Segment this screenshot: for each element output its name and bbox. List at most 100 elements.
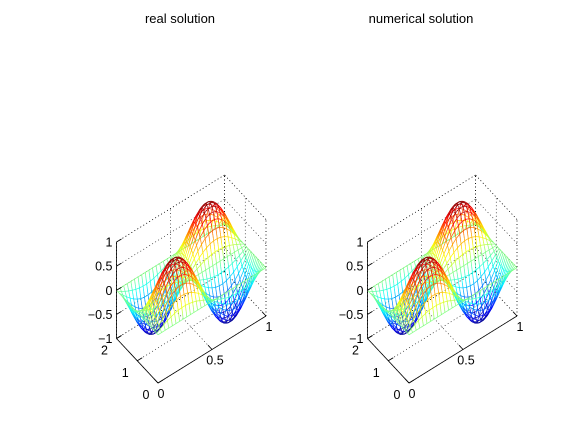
mesh-segment <box>149 292 152 294</box>
mesh-segment <box>226 267 228 269</box>
mesh-segment <box>242 297 245 300</box>
mesh-segment <box>228 306 230 309</box>
mesh-segment <box>231 317 234 320</box>
mesh-segment <box>229 312 232 315</box>
mesh-segment <box>199 223 201 225</box>
mesh-segment <box>196 216 198 219</box>
mesh-segment <box>188 234 191 238</box>
mesh-segment <box>161 268 164 271</box>
mesh-segment <box>236 300 238 302</box>
mesh-segment <box>228 276 231 278</box>
mesh-segment <box>238 262 241 265</box>
mesh-segment <box>195 235 198 239</box>
mesh-segment <box>173 288 176 290</box>
mesh-segment <box>218 318 221 320</box>
mesh-segment <box>223 212 225 214</box>
mesh-segment <box>197 212 200 215</box>
mesh-segment <box>239 307 242 310</box>
mesh-segment <box>227 278 229 280</box>
mesh-segment <box>181 285 183 288</box>
mesh-segment <box>247 281 250 285</box>
mesh-segment <box>130 303 132 305</box>
mesh-segment <box>161 324 164 327</box>
mesh-segment <box>231 318 234 321</box>
mesh-segment <box>198 237 201 240</box>
mesh-segment <box>225 222 228 224</box>
mesh-segment <box>235 314 237 316</box>
mesh-segment <box>154 324 156 327</box>
mesh-segment <box>191 238 194 242</box>
mesh-segment <box>250 284 252 286</box>
mesh-segment <box>164 265 166 268</box>
mesh-segment <box>232 228 235 231</box>
mesh-segment <box>202 239 205 242</box>
mesh-segment <box>151 267 153 269</box>
mesh-segment <box>228 287 230 290</box>
mesh-segment <box>223 281 225 284</box>
mesh-segment <box>253 263 255 267</box>
mesh-segment <box>236 299 239 301</box>
mesh-segment <box>232 300 235 303</box>
mesh-segment <box>252 270 255 274</box>
mesh-segment <box>187 249 190 253</box>
mesh-segment <box>190 236 192 240</box>
mesh-segment <box>229 223 232 226</box>
mesh-segment <box>230 318 233 320</box>
mesh-segment <box>252 266 254 270</box>
mesh-segment <box>149 268 151 270</box>
mesh-segment <box>239 304 242 307</box>
mesh-segment <box>255 268 257 272</box>
mesh-segment <box>169 299 171 303</box>
mesh-segment <box>229 286 231 289</box>
mesh-segment <box>194 263 197 266</box>
mesh-segment <box>158 318 161 321</box>
mesh-segment <box>198 220 201 224</box>
mesh-segment <box>152 267 154 269</box>
mesh-segment <box>248 277 250 279</box>
mesh-segment <box>192 224 195 228</box>
mesh-segment <box>189 244 191 246</box>
mesh-segment <box>178 291 180 294</box>
mesh-segment <box>201 209 204 212</box>
mesh-segment <box>260 267 262 270</box>
mesh-segment <box>208 207 211 209</box>
mesh-segment <box>171 255 173 257</box>
mesh-segment <box>183 251 186 256</box>
mesh-segment <box>178 248 180 251</box>
mesh-segment <box>254 277 257 279</box>
mesh-segment <box>170 308 172 311</box>
mesh-segment <box>197 231 200 234</box>
mesh-segment <box>233 311 236 314</box>
mesh-segment <box>227 225 229 227</box>
mesh-segment <box>234 315 237 318</box>
mesh-segment <box>207 214 209 217</box>
mesh-segment <box>207 203 209 205</box>
mesh-segment <box>249 251 252 254</box>
mesh-segment <box>212 252 214 255</box>
mesh-segment <box>225 217 227 220</box>
mesh-segment <box>218 261 220 263</box>
mesh-segment <box>199 245 201 248</box>
mesh-segment <box>236 250 238 252</box>
mesh-segment <box>247 278 250 280</box>
mesh-segment <box>193 256 196 259</box>
mesh-segment <box>215 203 217 206</box>
mesh-segment <box>132 279 134 281</box>
mesh-segment <box>206 204 208 206</box>
mesh-segment <box>231 226 234 229</box>
mesh-segment <box>204 205 207 208</box>
mesh-segment <box>213 264 215 266</box>
mesh-segment <box>215 203 217 205</box>
mesh-segment <box>142 273 144 275</box>
mesh-segment <box>226 223 229 225</box>
mesh-segment <box>187 244 190 248</box>
mesh-segment <box>192 231 194 234</box>
mesh-segment <box>236 313 238 315</box>
mesh-segment <box>155 264 158 266</box>
mesh-segment <box>207 232 209 235</box>
mesh-segment <box>213 209 215 212</box>
mesh-segment <box>250 276 252 278</box>
mesh-segment <box>247 256 250 259</box>
mesh-segment <box>238 248 241 250</box>
